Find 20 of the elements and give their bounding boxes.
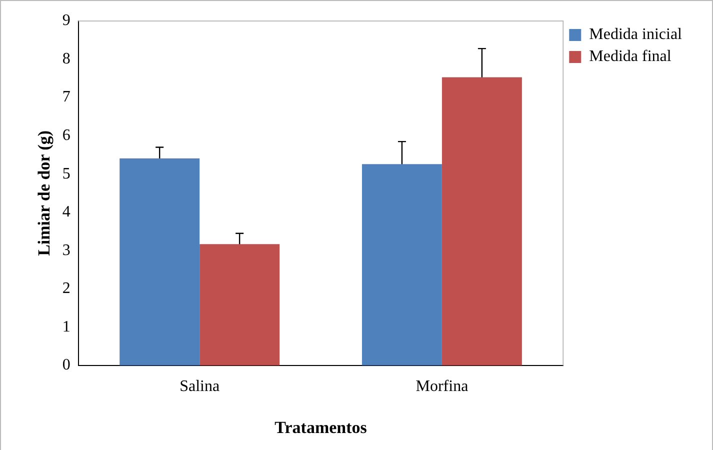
- bar: [442, 77, 522, 366]
- bar: [200, 244, 280, 366]
- x-axis-title: Tratamentos: [274, 418, 368, 438]
- y-tick-label: 6: [62, 127, 70, 144]
- y-tick-label: 2: [62, 280, 70, 298]
- y-tick-label: 8: [62, 50, 70, 68]
- y-tick-label: 0: [62, 356, 70, 374]
- legend-label: Medida final: [589, 48, 672, 66]
- x-tick-label: Salina: [180, 378, 220, 396]
- y-tick-label: 1: [62, 318, 70, 336]
- legend-label: Medida inicial: [589, 26, 683, 44]
- y-axis-title: Limiar de dor (g): [34, 130, 54, 256]
- y-tick-label: 3: [62, 242, 70, 259]
- y-tick-label: 9: [62, 12, 70, 30]
- y-tick-label: 5: [62, 165, 70, 182]
- x-tick-label: Morfina: [416, 378, 468, 396]
- bar: [362, 164, 442, 366]
- y-tick-label: 4: [62, 204, 70, 221]
- bar: [120, 158, 200, 366]
- y-tick-label: 7: [62, 88, 70, 106]
